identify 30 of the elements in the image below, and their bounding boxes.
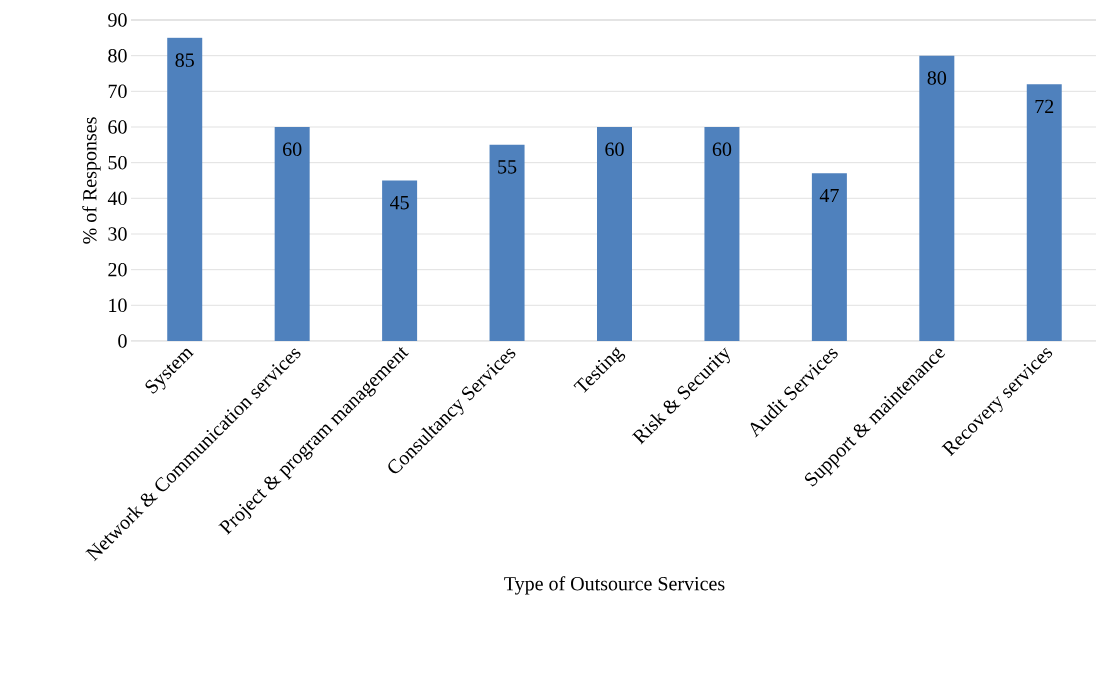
data-label: 45 — [390, 196, 409, 210]
data-label: 60 — [712, 142, 732, 157]
data-label: 80 — [927, 71, 947, 85]
bar — [704, 127, 740, 341]
bar — [919, 55, 955, 341]
bar — [382, 180, 418, 341]
data-label: 47 — [819, 188, 839, 203]
data-label: 60 — [605, 142, 624, 157]
x-axis-title: Type of Outsource Services — [504, 576, 725, 595]
bar — [167, 37, 203, 341]
y-tick-label: 10 — [109, 298, 127, 313]
y-tick-label: 90 — [108, 13, 127, 27]
bar — [1026, 84, 1062, 341]
bar — [597, 127, 632, 341]
y-tick-label: 30 — [108, 227, 127, 241]
data-label: 60 — [283, 142, 302, 157]
y-tick-label: 70 — [108, 84, 127, 99]
y-tick-label: 50 — [108, 155, 127, 170]
y-tick-label: 20 — [108, 262, 127, 277]
y-tick-label: 40 — [107, 191, 127, 206]
data-label: 55 — [498, 160, 517, 174]
y-axis-title: % of Responses — [82, 117, 101, 244]
bar — [489, 144, 525, 341]
data-label: 85 — [175, 53, 194, 67]
data-label: 72 — [1035, 99, 1054, 113]
bar — [811, 173, 847, 341]
y-tick-label: 60 — [108, 120, 127, 134]
y-tick-label: 0 — [118, 334, 127, 348]
bar — [274, 127, 310, 341]
y-tick-label: 80 — [108, 48, 127, 63]
